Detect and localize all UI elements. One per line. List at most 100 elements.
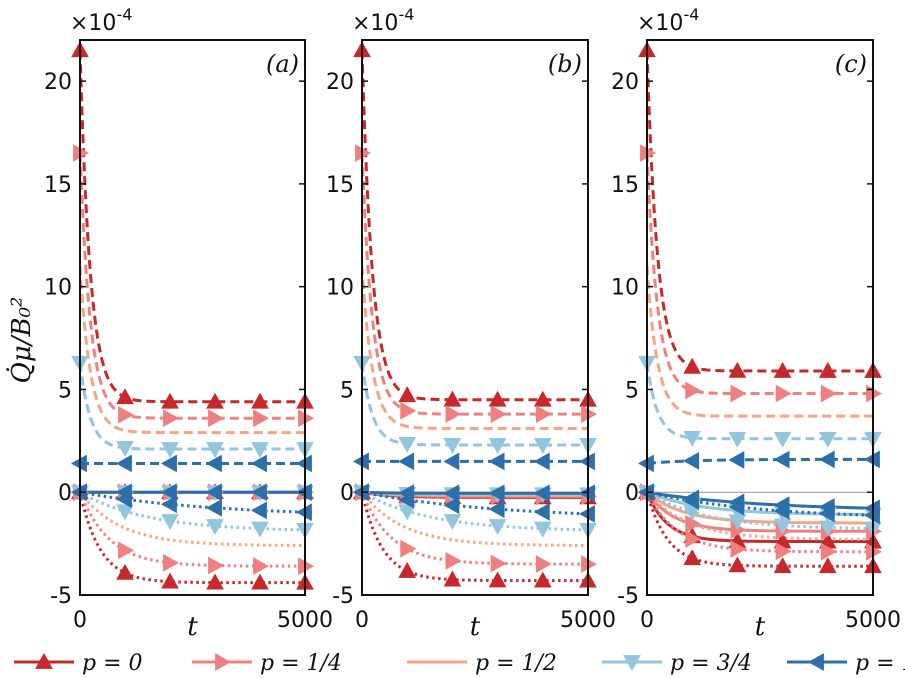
series-marker-p0 — [251, 392, 269, 409]
y-tick-label: 5 — [625, 378, 639, 403]
series-marker-p1 — [533, 503, 550, 521]
series-marker-p14 — [208, 409, 225, 428]
legend-swatch-marker — [35, 652, 53, 669]
series-marker-p14 — [685, 381, 702, 400]
series-marker-p0 — [818, 557, 837, 574]
series-marker-p1 — [250, 501, 267, 520]
legend-label: p = 0 — [82, 651, 143, 676]
y-multiplier-exp: -4 — [116, 5, 132, 24]
series-marker-p1 — [533, 484, 550, 503]
series-marker-p34 — [116, 504, 134, 521]
series-group — [647, 50, 873, 568]
series-line-p34-dashed — [647, 362, 873, 441]
series-marker-p1 — [398, 452, 415, 471]
legend-label: p = 1/4 — [260, 651, 342, 676]
series-marker-p14 — [400, 401, 417, 420]
series-marker-p14 — [208, 556, 225, 575]
series-line-p0-dashed — [647, 50, 873, 373]
y-tick-label: 10 — [44, 276, 72, 301]
y-tick-label: 5 — [58, 378, 72, 403]
x-tick-label: 0 — [355, 608, 369, 633]
series-marker-p34 — [488, 438, 507, 454]
series-marker-p1 — [443, 452, 460, 471]
x-tick-label: 0 — [73, 608, 87, 633]
series-marker-p14 — [253, 557, 270, 575]
series-marker-p14 — [490, 554, 507, 573]
y-tick-label: -5 — [332, 584, 354, 609]
series-marker-p34 — [161, 442, 179, 459]
series-group — [80, 50, 305, 585]
y-multiplier-exp: -4 — [398, 5, 414, 24]
series-marker-p1 — [443, 496, 460, 515]
series-marker-p1 — [683, 492, 700, 510]
series-line-p12-dashed — [80, 266, 305, 435]
y-axis-label: Q̇μ/B₀² — [6, 297, 37, 384]
series-line-p34-dotted — [362, 490, 588, 532]
legend: p = 0 p = 1/4 p = 1/2 p = 3/4 p = 1 — [14, 651, 905, 676]
series-marker-p0 — [116, 563, 134, 580]
series-marker-p34 — [398, 436, 417, 453]
panel-label: (b) — [548, 50, 582, 78]
series-marker-p1 — [533, 452, 550, 471]
y-multiplier-base: ×10 — [352, 11, 398, 36]
series-marker-p0 — [773, 557, 792, 574]
series-marker-p1 — [205, 483, 222, 502]
series-marker-p34 — [251, 442, 269, 459]
series-marker-p14 — [445, 405, 462, 423]
y-multiplier-base: ×10 — [637, 11, 683, 36]
series-marker-p1 — [160, 495, 177, 514]
y-tick-label: 15 — [44, 173, 72, 198]
series-line-p34-dashed — [362, 362, 588, 447]
series-marker-p14 — [163, 553, 180, 572]
legend-item-p14: p = 1/4 — [192, 651, 342, 676]
series-marker-p34 — [161, 514, 179, 531]
series-marker-p1 — [728, 451, 745, 469]
series-marker-p1 — [160, 483, 177, 502]
series-marker-p14 — [775, 384, 792, 403]
series-marker-p34 — [443, 438, 462, 454]
panel-label: (c) — [835, 50, 867, 78]
y-tick-label: 0 — [625, 481, 639, 506]
legend-swatch-marker — [215, 653, 232, 671]
x-tick-label: 5000 — [277, 608, 333, 633]
series-line-p14-dotted — [362, 491, 588, 566]
series-marker-p1 — [205, 454, 222, 473]
series-marker-p34 — [206, 442, 224, 459]
series-marker-p0 — [683, 357, 702, 374]
series-marker-p0 — [773, 361, 792, 378]
legend-swatch-marker — [807, 653, 824, 671]
series-line-p0-dotted — [80, 491, 305, 585]
axes-box — [646, 39, 874, 596]
series-marker-p14 — [400, 539, 417, 558]
x-tick-label: 0 — [640, 608, 654, 633]
series-marker-p1 — [728, 498, 745, 516]
series-marker-p1 — [250, 483, 267, 502]
series-line-p1-solid — [362, 490, 588, 495]
y-tick-label: -5 — [50, 584, 72, 609]
series-line-p0-dotted — [647, 491, 873, 568]
series-marker-p14 — [685, 530, 702, 548]
y-multiplier: ×10-4 — [637, 5, 699, 36]
series-line-p34-dashed — [80, 362, 305, 451]
series-marker-p1 — [205, 498, 222, 517]
series-marker-p1 — [488, 500, 505, 518]
series-marker-p1 — [488, 484, 505, 503]
series-marker-p34 — [251, 521, 269, 538]
series-marker-p0 — [683, 549, 702, 566]
legend-label: p = 3/4 — [670, 651, 752, 676]
series-marker-p34 — [683, 430, 702, 447]
series-line-p14-dotted — [80, 491, 305, 568]
series-marker-p0 — [251, 573, 269, 590]
series-marker-p0 — [818, 361, 837, 378]
series-marker-p0 — [728, 556, 747, 573]
series-marker-p1 — [115, 454, 132, 473]
series-marker-p1 — [398, 490, 415, 509]
y-tick-label: 5 — [340, 378, 354, 403]
series-line-p1-dotted — [647, 490, 873, 517]
series-marker-p0 — [443, 390, 462, 407]
series-line-p0-dashed — [362, 50, 588, 402]
series-marker-p34 — [728, 514, 747, 531]
series-marker-p14 — [253, 409, 270, 428]
series-line-p12-dashed — [647, 266, 873, 418]
